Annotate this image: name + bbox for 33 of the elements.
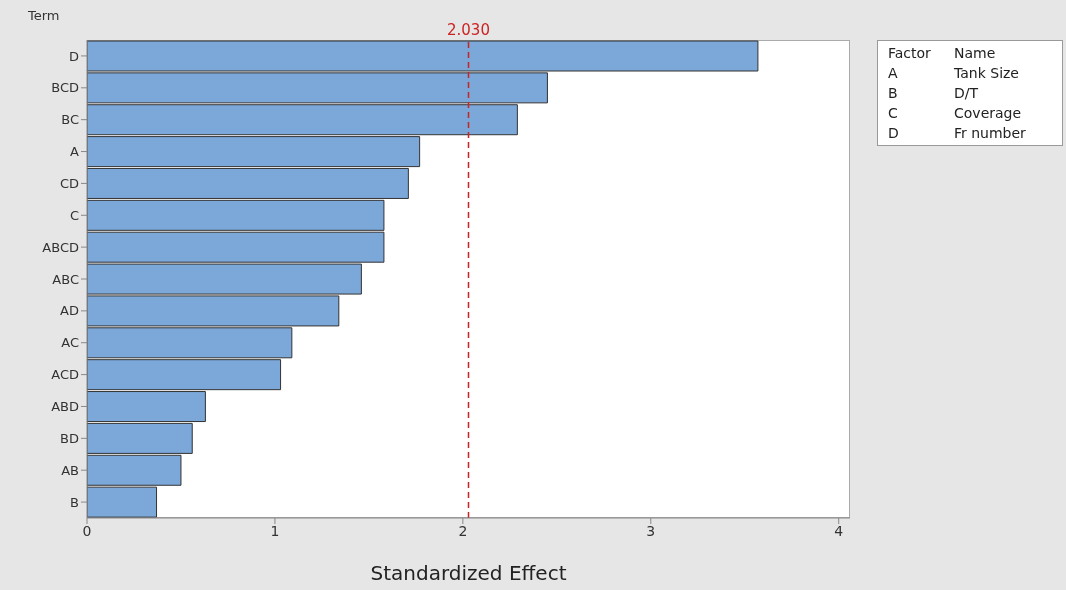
x-tick-label: 2 [458,522,468,539]
text: C [888,105,899,121]
text: Coverage [954,105,1023,121]
text: D [888,125,900,141]
y-tick-label: ABD [51,399,79,415]
ref-line-label: 2.030 [447,21,490,39]
y-tick-label: CD [59,176,79,192]
x-axis-title: Standardized Effect [370,561,567,585]
y-tick-label: B [70,494,79,510]
y-tick-label: ACD [51,367,79,383]
text: Tank Size [954,65,1020,81]
y-tick-label: ABCD [42,239,79,255]
y-tick-label: C [69,207,79,223]
text: B [888,85,899,101]
x-tick-label: 4 [834,522,844,539]
text: Fr number [954,125,1027,141]
y-axis-title: Term [28,8,60,23]
text: A [888,65,899,81]
y-tick-label: D [68,48,79,64]
y-tick-label: AB [61,462,79,478]
y-tick-label: BC [61,112,79,128]
text: Name [954,45,997,61]
x-tick-label: 3 [646,522,656,539]
text: D/T [954,85,980,101]
y-tick-label: ABC [52,271,79,287]
y-tick-label: BD [60,430,79,446]
y-tick-label: A [70,144,80,160]
x-tick-label: 0 [82,522,92,539]
y-tick-label: AD [60,303,79,319]
text: Factor [888,45,932,61]
y-tick-label: AC [61,335,79,351]
y-tick-label: BCD [51,80,79,96]
x-tick-label: 1 [270,522,280,539]
